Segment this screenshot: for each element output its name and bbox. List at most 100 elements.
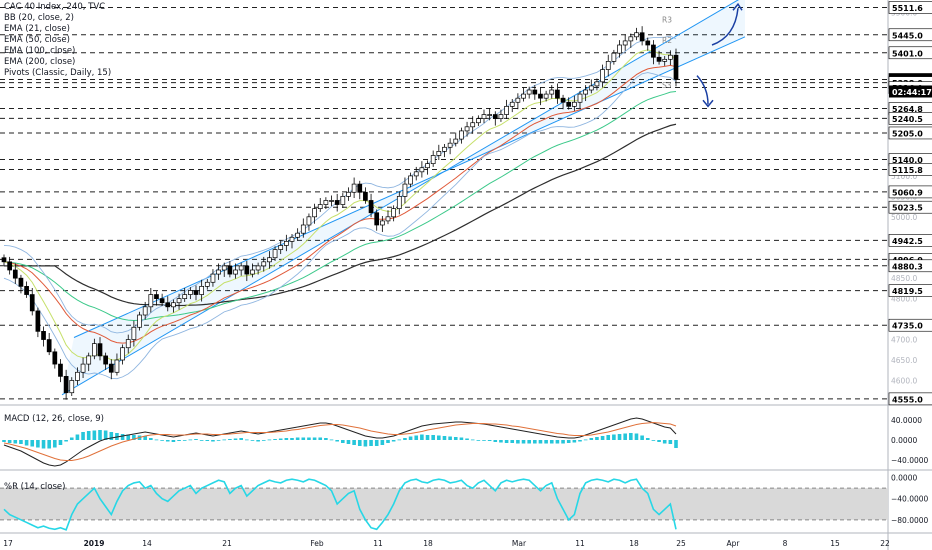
time-tick-label: 15 bbox=[830, 539, 840, 548]
price-tick-label: 5100.0 bbox=[891, 172, 917, 181]
macd-histogram-bar bbox=[290, 438, 294, 440]
candle-body bbox=[334, 200, 340, 205]
macd-pane-label[interactable]: MACD (12, 26, close, 9) bbox=[4, 414, 104, 424]
macd-histogram-bar bbox=[482, 440, 486, 441]
candle-body bbox=[611, 52, 617, 62]
wr-line bbox=[3, 478, 677, 531]
macd-histogram-bar bbox=[295, 437, 300, 440]
candle-body bbox=[673, 54, 679, 80]
candle-body bbox=[385, 216, 391, 222]
candle-body bbox=[41, 331, 46, 340]
candle-body bbox=[605, 61, 611, 70]
bb-upper-line bbox=[3, 35, 677, 334]
level-tag bbox=[888, 200, 932, 214]
macd-histogram-bar bbox=[205, 440, 210, 441]
level-tag bbox=[888, 185, 932, 199]
level-label: 5205.0 bbox=[892, 129, 923, 138]
indicator-pivots[interactable]: Pivots (Classic, Daily, 15) bbox=[4, 68, 112, 78]
candle-body bbox=[125, 339, 131, 349]
time-tick-label: 8 bbox=[783, 539, 788, 548]
macd-histogram-bar bbox=[420, 434, 424, 440]
macd-histogram-bar bbox=[81, 432, 85, 440]
macd-histogram-bar bbox=[346, 440, 351, 444]
candle-body bbox=[656, 56, 662, 62]
candle-body bbox=[306, 216, 312, 226]
time-tick-label: 25 bbox=[676, 539, 686, 548]
level-label: 5140.0 bbox=[892, 156, 923, 165]
macd-histogram-bar bbox=[657, 440, 661, 442]
candle-body bbox=[80, 363, 86, 373]
candle-body bbox=[453, 138, 459, 144]
indicator-bb[interactable]: BB (20, close, 2) bbox=[4, 13, 74, 23]
candle-body bbox=[442, 146, 447, 152]
candle-body bbox=[662, 58, 668, 62]
candle-body bbox=[272, 249, 278, 259]
macd-histogram-bar bbox=[41, 440, 46, 449]
price-tick-label: 5000.0 bbox=[891, 213, 917, 222]
candle-body bbox=[577, 93, 583, 103]
macd-histogram-bar bbox=[256, 440, 260, 442]
level-label: 5023.5 bbox=[892, 204, 923, 213]
candle-body bbox=[92, 343, 97, 357]
candle-body bbox=[29, 294, 35, 312]
candle-body bbox=[566, 101, 572, 107]
candle-body bbox=[75, 371, 80, 381]
macd-histogram-bar bbox=[352, 440, 356, 445]
candle-body bbox=[447, 142, 453, 148]
price-tick-label: 4600.0 bbox=[891, 376, 917, 385]
level-label: 5115.8 bbox=[892, 166, 923, 175]
candle-body bbox=[436, 151, 442, 156]
candle-body bbox=[645, 40, 651, 46]
macd-histogram-bar bbox=[182, 440, 187, 441]
candle-body bbox=[63, 376, 69, 394]
indicator-ema200[interactable]: EMA (200, close) bbox=[4, 57, 76, 67]
wr-tick-label: 0.0000 bbox=[891, 474, 917, 483]
macd-histogram-bar bbox=[216, 440, 221, 441]
candle-body bbox=[148, 294, 154, 308]
candle-body bbox=[199, 286, 204, 295]
candle-body bbox=[668, 54, 673, 60]
time-tick-label: 11 bbox=[373, 539, 383, 548]
macd-histogram-bar bbox=[595, 437, 599, 440]
candle-body bbox=[504, 106, 509, 115]
indicator-ema50[interactable]: EMA (50, close) bbox=[4, 35, 70, 45]
macd-histogram-bar bbox=[668, 440, 673, 444]
macd-histogram-bar bbox=[572, 440, 577, 443]
macd-histogram-bar bbox=[312, 437, 317, 440]
candle-body bbox=[284, 241, 289, 246]
level-tag bbox=[888, 112, 932, 125]
macd-histogram-bar bbox=[391, 440, 396, 442]
price-tick-label: 4800.0 bbox=[891, 295, 917, 304]
macd-histogram-bar bbox=[267, 439, 272, 441]
time-tick-label: 17 bbox=[3, 539, 13, 548]
candle-body bbox=[634, 32, 639, 38]
countdown-label: 02:44:17 bbox=[892, 88, 932, 97]
indicator-ema100[interactable]: EMA (100, close) bbox=[4, 46, 76, 56]
symbol-title[interactable]: CAC 40 Index, 240, TVC bbox=[4, 2, 106, 12]
level-label: 4880.3 bbox=[892, 262, 923, 271]
candle-body bbox=[120, 347, 125, 361]
candle-body bbox=[171, 302, 176, 308]
candle-body bbox=[583, 89, 588, 95]
indicator-ema21[interactable]: EMA (21, close) bbox=[4, 24, 70, 34]
candle-body bbox=[549, 89, 555, 95]
candle-body bbox=[526, 89, 532, 95]
macd-histogram-bar bbox=[380, 440, 385, 445]
bb-lower-line bbox=[3, 72, 677, 380]
candle-body bbox=[481, 114, 487, 119]
candle-body bbox=[108, 363, 114, 373]
candle-body bbox=[267, 257, 272, 263]
candle-body bbox=[430, 155, 436, 164]
wr-pane-label[interactable]: %R (14, close) bbox=[4, 482, 66, 492]
level-label: 5445.0 bbox=[892, 31, 923, 40]
level-tag bbox=[888, 163, 932, 176]
candle-body bbox=[46, 339, 52, 353]
macd-histogram-bar bbox=[499, 440, 503, 443]
macd-histogram-bar bbox=[92, 430, 97, 440]
level-label: 5264.8 bbox=[892, 105, 923, 114]
level-label: 4555.0 bbox=[892, 395, 923, 404]
candle-body bbox=[323, 200, 329, 205]
macd-histogram-bar bbox=[617, 434, 622, 440]
